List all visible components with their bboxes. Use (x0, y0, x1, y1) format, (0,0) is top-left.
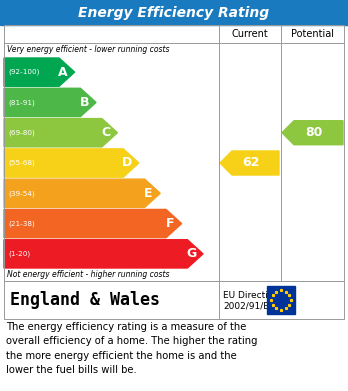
Bar (267, 286, 295, 314)
Text: (39-54): (39-54) (8, 190, 35, 197)
Text: England & Wales: England & Wales (10, 291, 160, 309)
Bar (0, 0, 348, 25)
Text: Energy Efficiency Rating: Energy Efficiency Rating (78, 5, 270, 20)
Text: Not energy efficient - higher running costs: Not energy efficient - higher running co… (7, 270, 169, 279)
Text: (55-68): (55-68) (8, 160, 35, 166)
Text: A: A (58, 66, 68, 79)
Text: (1-20): (1-20) (8, 251, 30, 257)
Text: (21-38): (21-38) (8, 220, 35, 227)
Text: D: D (122, 156, 132, 170)
Polygon shape (4, 179, 160, 208)
Text: (81-91): (81-91) (8, 99, 35, 106)
Polygon shape (4, 88, 96, 117)
Polygon shape (220, 151, 279, 175)
Bar (4, 281, 344, 319)
Polygon shape (4, 118, 117, 147)
Polygon shape (4, 210, 182, 238)
Text: G: G (186, 248, 197, 260)
Polygon shape (4, 58, 74, 86)
Text: EU Directive: EU Directive (223, 291, 279, 300)
Text: F: F (166, 217, 174, 230)
Text: The energy efficiency rating is a measure of the
overall efficiency of a home. T: The energy efficiency rating is a measur… (6, 322, 258, 375)
Text: Potential: Potential (291, 29, 334, 39)
Text: B: B (80, 96, 89, 109)
Polygon shape (4, 240, 203, 268)
Text: (92-100): (92-100) (8, 69, 39, 75)
Polygon shape (4, 149, 139, 177)
Text: 62: 62 (242, 156, 259, 170)
Text: (69-80): (69-80) (8, 129, 35, 136)
Text: C: C (101, 126, 110, 139)
Text: E: E (144, 187, 153, 200)
Text: 80: 80 (305, 126, 322, 139)
Polygon shape (282, 121, 343, 145)
Text: Current: Current (231, 29, 268, 39)
Bar (4, 25, 344, 281)
Text: Very energy efficient - lower running costs: Very energy efficient - lower running co… (7, 45, 169, 54)
Text: 2002/91/EC: 2002/91/EC (223, 301, 275, 310)
